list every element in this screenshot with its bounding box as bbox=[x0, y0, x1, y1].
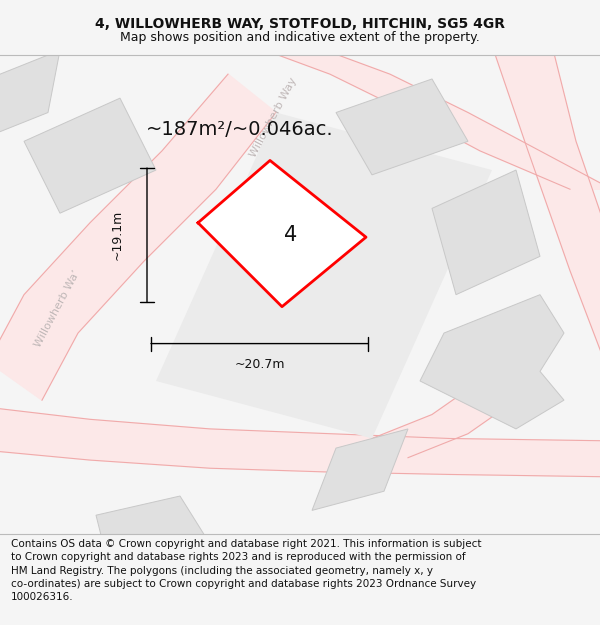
Text: co-ordinates) are subject to Crown copyright and database rights 2023 Ordnance S: co-ordinates) are subject to Crown copyr… bbox=[11, 579, 476, 589]
Polygon shape bbox=[198, 161, 366, 307]
Text: 4, WILLOWHERB WAY, STOTFOLD, HITCHIN, SG5 4GR: 4, WILLOWHERB WAY, STOTFOLD, HITCHIN, SG… bbox=[95, 18, 505, 31]
Text: to Crown copyright and database rights 2023 and is reproduced with the permissio: to Crown copyright and database rights 2… bbox=[11, 552, 466, 562]
Polygon shape bbox=[336, 79, 468, 175]
Polygon shape bbox=[432, 170, 540, 294]
Polygon shape bbox=[252, 46, 600, 189]
Polygon shape bbox=[420, 294, 564, 429]
Text: Map shows position and indicative extent of the property.: Map shows position and indicative extent… bbox=[120, 31, 480, 44]
Polygon shape bbox=[156, 112, 492, 439]
Polygon shape bbox=[0, 74, 276, 400]
Text: Contains OS data © Crown copyright and database right 2021. This information is : Contains OS data © Crown copyright and d… bbox=[11, 539, 481, 549]
Text: Willowherb Wa’: Willowherb Wa’ bbox=[32, 269, 82, 349]
Text: 100026316.: 100026316. bbox=[11, 592, 73, 602]
Polygon shape bbox=[312, 429, 408, 511]
Text: ~19.1m: ~19.1m bbox=[110, 210, 124, 261]
Polygon shape bbox=[492, 46, 600, 381]
Text: ~20.7m: ~20.7m bbox=[235, 357, 285, 371]
Polygon shape bbox=[96, 496, 228, 572]
Text: HM Land Registry. The polygons (including the associated geometry, namely x, y: HM Land Registry. The polygons (includin… bbox=[11, 566, 433, 576]
Polygon shape bbox=[372, 381, 516, 458]
Text: ~187m²/~0.046ac.: ~187m²/~0.046ac. bbox=[146, 120, 334, 139]
Polygon shape bbox=[24, 98, 156, 213]
Polygon shape bbox=[0, 408, 600, 477]
Text: 4: 4 bbox=[284, 225, 298, 245]
Text: Willowherb Way: Willowherb Way bbox=[248, 76, 298, 159]
Polygon shape bbox=[0, 50, 60, 141]
